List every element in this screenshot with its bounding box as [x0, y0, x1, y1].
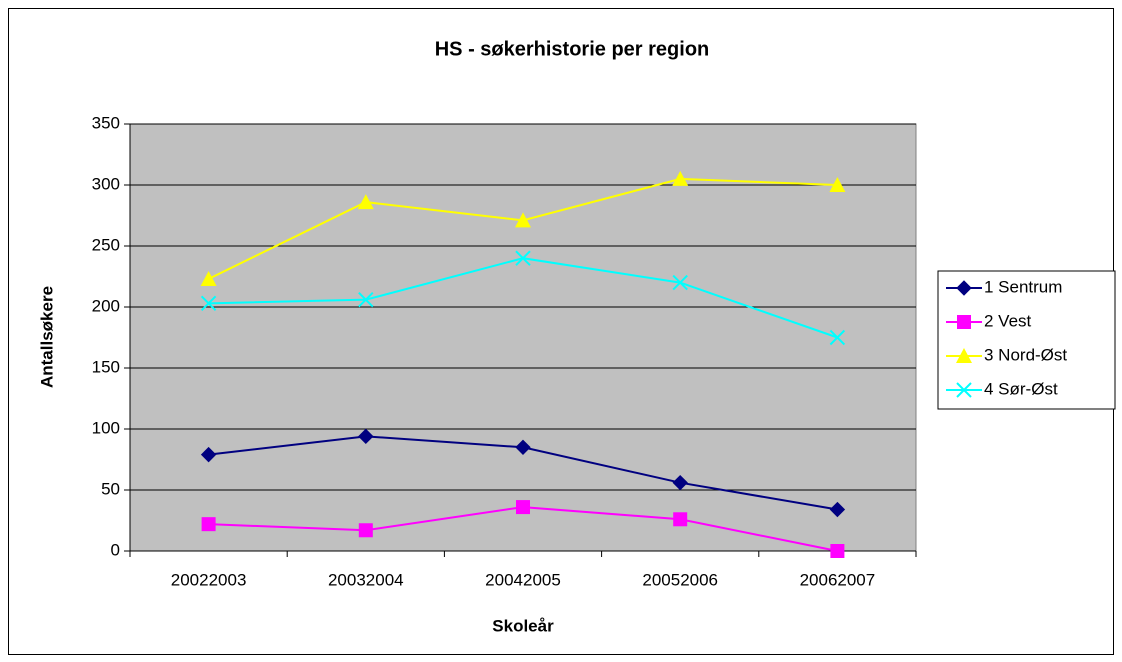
marker — [357, 194, 374, 210]
x-tick-label: 20022003 — [171, 570, 247, 589]
legend-label: 3 Nord-Øst — [984, 345, 1067, 364]
x-tick-label: 20062007 — [800, 570, 876, 589]
y-axis-label: Antallsøkere — [37, 286, 56, 388]
marker — [830, 544, 845, 558]
y-tick-label: 150 — [92, 357, 120, 376]
y-tick-label: 300 — [92, 174, 120, 193]
legend-marker — [956, 280, 972, 296]
marker — [515, 439, 531, 456]
marker — [358, 523, 373, 538]
x-tick-label: 20042005 — [485, 570, 561, 589]
marker — [829, 329, 846, 346]
marker — [672, 170, 689, 186]
legend-label: 1 Sentrum — [984, 277, 1062, 296]
legend-marker — [956, 348, 972, 363]
y-tick-label: 50 — [101, 479, 120, 498]
marker — [515, 250, 531, 266]
marker — [672, 474, 688, 491]
chart-title: HS - søkerhistorie per region — [435, 38, 710, 60]
plot-area — [129, 123, 917, 552]
y-tick-label: 350 — [92, 113, 120, 132]
y-tick-label: 200 — [92, 296, 120, 315]
legend-marker — [957, 315, 971, 329]
marker — [673, 512, 688, 527]
marker — [200, 270, 217, 286]
marker — [829, 501, 846, 518]
marker — [516, 500, 530, 515]
x-tick-label: 20052006 — [642, 570, 718, 589]
marker — [672, 274, 688, 291]
y-tick-label: 0 — [111, 540, 120, 559]
marker — [200, 295, 217, 312]
y-tick-label: 100 — [92, 418, 120, 437]
marker — [201, 517, 216, 532]
marker — [515, 212, 531, 228]
legend-label: 2 Vest — [984, 311, 1032, 330]
marker — [200, 446, 217, 463]
marker — [358, 291, 374, 308]
x-tick-label: 20032004 — [328, 570, 404, 589]
legend-marker — [956, 382, 972, 398]
legend-label: 4 Sør-Øst — [984, 379, 1058, 398]
x-axis-label: Skoleår — [492, 616, 554, 635]
marker — [829, 177, 846, 192]
y-tick-label: 250 — [92, 235, 120, 254]
marker — [358, 428, 374, 445]
